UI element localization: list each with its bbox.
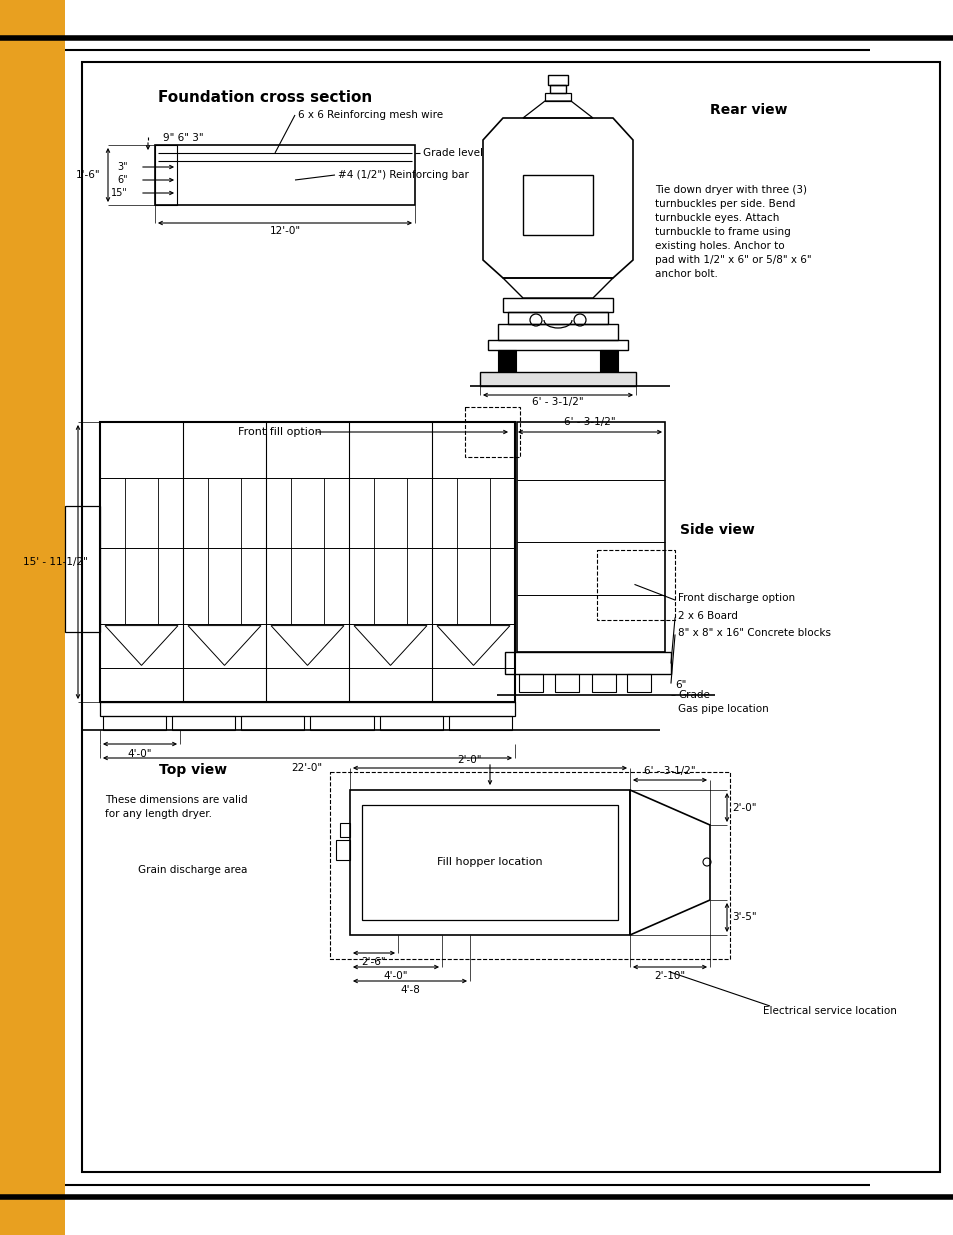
Bar: [448, 716, 512, 730]
Text: 3": 3": [117, 162, 128, 172]
Bar: [350, 790, 629, 935]
Text: 8" x 8" x 16" Concrete blocks: 8" x 8" x 16" Concrete blocks: [678, 629, 830, 638]
Text: 15": 15": [111, 188, 128, 198]
Text: 6' - 3-1/2": 6' - 3-1/2": [563, 417, 616, 427]
Bar: [100, 422, 515, 701]
Text: 2'-0": 2'-0": [457, 755, 482, 764]
Bar: [335, 840, 350, 860]
Text: Side view: Side view: [679, 522, 754, 537]
Text: 3'-5": 3'-5": [731, 911, 756, 923]
Text: 2 x 6 Board: 2 x 6 Board: [678, 611, 737, 621]
Bar: [507, 312, 607, 324]
Bar: [100, 701, 515, 716]
Bar: [339, 823, 350, 837]
Text: Foundation cross section: Foundation cross section: [157, 90, 372, 105]
Bar: [497, 350, 516, 372]
Text: 6' - 3-1/2": 6' - 3-1/2": [532, 396, 583, 408]
Text: 6": 6": [675, 680, 685, 690]
Text: 2'-6": 2'-6": [361, 957, 386, 967]
Text: 4'-0": 4'-0": [383, 971, 408, 981]
Bar: [502, 298, 613, 312]
Text: 12'-0": 12'-0": [269, 226, 300, 236]
Bar: [310, 716, 374, 730]
Bar: [464, 408, 519, 457]
Bar: [361, 805, 618, 920]
Text: 15' - 11-1/2": 15' - 11-1/2": [23, 557, 88, 567]
Text: 9" 6" 3": 9" 6" 3": [163, 133, 203, 143]
Bar: [65, 506, 100, 632]
Bar: [626, 674, 650, 692]
Bar: [522, 175, 593, 235]
Bar: [497, 324, 618, 340]
Bar: [172, 716, 235, 730]
Text: Grain discharge area: Grain discharge area: [138, 864, 248, 876]
Bar: [599, 350, 618, 372]
Text: 2'-10": 2'-10": [654, 971, 685, 981]
Bar: [547, 75, 567, 85]
Bar: [544, 93, 571, 101]
Bar: [479, 372, 636, 387]
Bar: [154, 144, 177, 205]
Bar: [504, 652, 670, 674]
Text: 4'-0": 4'-0": [128, 748, 152, 760]
Text: 6": 6": [117, 175, 128, 185]
Bar: [103, 716, 166, 730]
Text: 2'-0": 2'-0": [731, 803, 756, 813]
Text: Electrical service location: Electrical service location: [762, 1007, 896, 1016]
Text: Top view: Top view: [159, 763, 227, 777]
Text: These dimensions are valid
for any length dryer.: These dimensions are valid for any lengt…: [105, 795, 248, 819]
Text: 6' - 3-1/2": 6' - 3-1/2": [643, 766, 695, 776]
Bar: [330, 772, 729, 960]
Bar: [379, 716, 442, 730]
Text: 6 x 6 Reinforcing mesh wire: 6 x 6 Reinforcing mesh wire: [297, 110, 442, 120]
Text: Tie down dryer with three (3)
turnbuckles per side. Bend
turnbuckle eyes. Attach: Tie down dryer with three (3) turnbuckle…: [655, 185, 811, 279]
Bar: [488, 340, 627, 350]
Bar: [592, 674, 616, 692]
Bar: [597, 550, 675, 620]
Bar: [0, 0, 65, 1235]
Bar: [550, 85, 565, 93]
Text: 4'-8: 4'-8: [399, 986, 419, 995]
Text: Grade level: Grade level: [422, 148, 482, 158]
Bar: [82, 62, 939, 1172]
Bar: [517, 422, 664, 652]
Text: #4 (1/2") Reinforcing bar: #4 (1/2") Reinforcing bar: [337, 170, 468, 180]
Text: 1'-6": 1'-6": [75, 170, 100, 180]
Bar: [154, 144, 415, 205]
Text: Front fill option: Front fill option: [238, 427, 321, 437]
Bar: [555, 674, 578, 692]
Text: Fill hopper location: Fill hopper location: [436, 857, 542, 867]
Text: 22'-0": 22'-0": [291, 763, 322, 773]
Bar: [518, 674, 542, 692]
Text: Grade: Grade: [678, 690, 709, 700]
Bar: [241, 716, 304, 730]
Text: Gas pipe location: Gas pipe location: [678, 704, 768, 714]
Text: Rear view: Rear view: [709, 103, 786, 117]
Text: Front discharge option: Front discharge option: [678, 593, 794, 603]
